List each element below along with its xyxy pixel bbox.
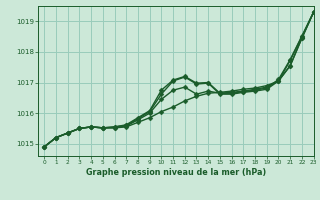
X-axis label: Graphe pression niveau de la mer (hPa): Graphe pression niveau de la mer (hPa) (86, 168, 266, 177)
